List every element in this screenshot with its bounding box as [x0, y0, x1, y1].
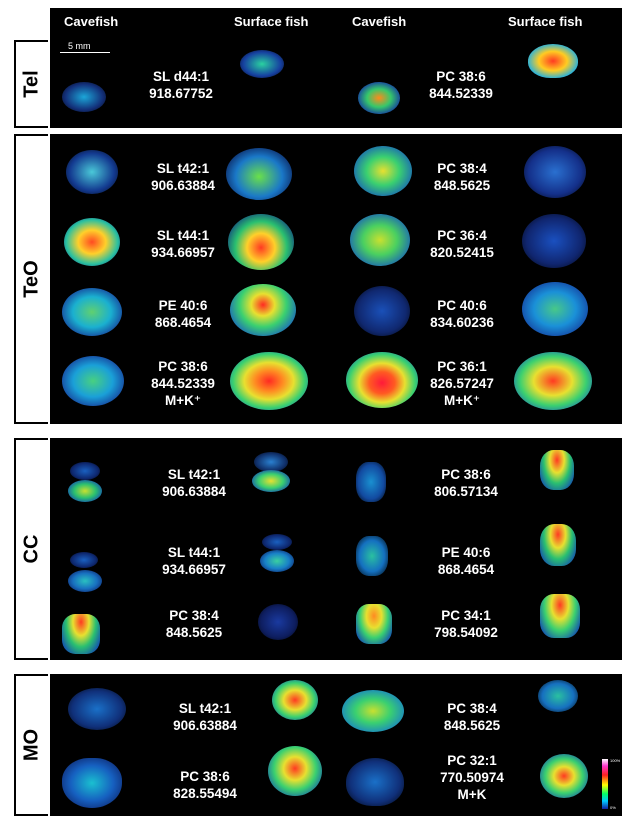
header-cavefish-1: Cavefish	[64, 14, 119, 29]
cc-row3-right-label: PC 34:1 798.54092	[434, 608, 498, 640]
teo-row4-right-label: PC 36:1 826.57247 M+K⁺	[430, 359, 494, 408]
mo-row2-left-label: PC 38:6 828.55494	[173, 769, 237, 801]
cc-row3-cavefish-2-image	[356, 604, 392, 644]
cc-row2-surface-1-image	[262, 534, 292, 550]
cc-row1-cavefish-1b-image	[68, 480, 102, 502]
section-mo-panel	[50, 674, 622, 816]
colorbar-max-label: 100%	[610, 758, 621, 763]
mo-row1-cavefish-1-image	[68, 688, 126, 730]
cc-row1-surface-1b-image	[252, 470, 290, 492]
cc-row1-cavefish-2-image	[356, 462, 386, 502]
teo-row1-right-label: PC 38:4 848.5625	[433, 161, 491, 193]
teo-row4-cavefish-1-image	[62, 356, 124, 406]
tel-row1-left-label: SL d44:1 918.67752	[149, 69, 213, 101]
teo-row1-surface-1-image	[226, 148, 292, 200]
section-cc-panel	[50, 438, 622, 660]
cc-row2-cavefish-1b-image	[68, 570, 102, 592]
teo-row4-left-label: PC 38:6 844.52339 M+K⁺	[151, 359, 215, 408]
header-panel	[50, 8, 622, 38]
tel-row1-right-label: PC 38:6 844.52339	[429, 69, 493, 101]
scale-bar	[60, 52, 110, 53]
teo-row3-surface-1-image	[230, 284, 296, 336]
cc-row2-surface-2-image	[540, 524, 576, 566]
teo-row4-cavefish-2-image	[346, 352, 418, 408]
teo-row3-cavefish-2-image	[354, 286, 410, 336]
tel-surface-1-image	[240, 50, 284, 78]
section-cc-label: CC	[14, 438, 48, 660]
teo-row3-left-label: PE 40:6 868.4654	[154, 298, 212, 330]
tel-cavefish-1-image	[62, 82, 106, 112]
section-mo-label: MO	[14, 674, 48, 816]
header-surface-fish-2: Surface fish	[508, 14, 583, 29]
teo-row2-right-label: PC 36:4 820.52415	[430, 228, 494, 260]
section-tel-panel	[50, 38, 622, 128]
scale-bar-label: 5 mm	[68, 41, 91, 51]
colorbar-min-label: 0%	[610, 805, 616, 810]
cc-row3-surface-1-image	[258, 604, 298, 640]
mo-row2-cavefish-2-image	[346, 758, 404, 806]
teo-row3-cavefish-1-image	[62, 288, 122, 336]
teo-row4-surface-2-image	[514, 352, 592, 410]
teo-row2-surface-1-image	[228, 214, 294, 270]
cc-row3-cavefish-1-image	[62, 614, 100, 654]
cc-row1-surface-1-image	[254, 452, 288, 472]
cc-row2-cavefish-1-image	[70, 552, 98, 568]
cc-row1-left-label: SL t42:1 906.63884	[162, 467, 226, 499]
cc-row2-left-label: SL t44:1 934.66957	[162, 545, 226, 577]
cc-row3-left-label: PC 38:4 848.5625	[165, 608, 223, 640]
mo-row2-surface-2-image	[540, 754, 588, 798]
mo-row2-cavefish-1-image	[62, 758, 122, 808]
teo-row1-cavefish-2-image	[354, 146, 412, 196]
cc-row3-surface-2-image	[540, 594, 580, 638]
mo-row1-surface-1-image	[272, 680, 318, 720]
cc-row2-right-label: PE 40:6 868.4654	[437, 545, 495, 577]
cc-row1-right-label: PC 38:6 806.57134	[434, 467, 498, 499]
teo-row1-surface-2-image	[524, 146, 586, 198]
cc-row1-cavefish-1-image	[70, 462, 100, 480]
teo-row2-cavefish-2-image	[350, 214, 410, 266]
cc-row2-cavefish-2-image	[356, 536, 388, 576]
teo-row2-left-label: SL t44:1 934.66957	[151, 228, 215, 260]
mo-row2-surface-1-image	[268, 746, 322, 796]
mo-row2-right-label: PC 32:1 770.50974 M+K	[440, 753, 504, 802]
teo-row3-right-label: PC 40:6 834.60236	[430, 298, 494, 330]
section-tel-label: Tel	[14, 40, 48, 128]
cc-row1-surface-2-image	[540, 450, 574, 490]
teo-row2-cavefish-1-image	[64, 218, 120, 266]
teo-row1-left-label: SL t42:1 906.63884	[151, 161, 215, 193]
intensity-colorbar	[602, 759, 608, 809]
teo-row1-cavefish-1-image	[66, 150, 118, 194]
tel-cavefish-2-image	[358, 82, 400, 114]
mo-row1-left-label: SL t42:1 906.63884	[173, 701, 237, 733]
section-teo-label: TeO	[14, 134, 48, 424]
header-surface-fish-1: Surface fish	[234, 14, 309, 29]
tel-surface-2-image	[528, 44, 578, 78]
cc-row2-surface-1b-image	[260, 550, 294, 572]
header-cavefish-2: Cavefish	[352, 14, 407, 29]
teo-row4-surface-1-image	[230, 352, 308, 410]
teo-row3-surface-2-image	[522, 282, 588, 336]
teo-row2-surface-2-image	[522, 214, 586, 268]
mo-row1-cavefish-2-image	[342, 690, 404, 732]
mo-row1-surface-2-image	[538, 680, 578, 712]
mo-row1-right-label: PC 38:4 848.5625	[443, 701, 501, 733]
